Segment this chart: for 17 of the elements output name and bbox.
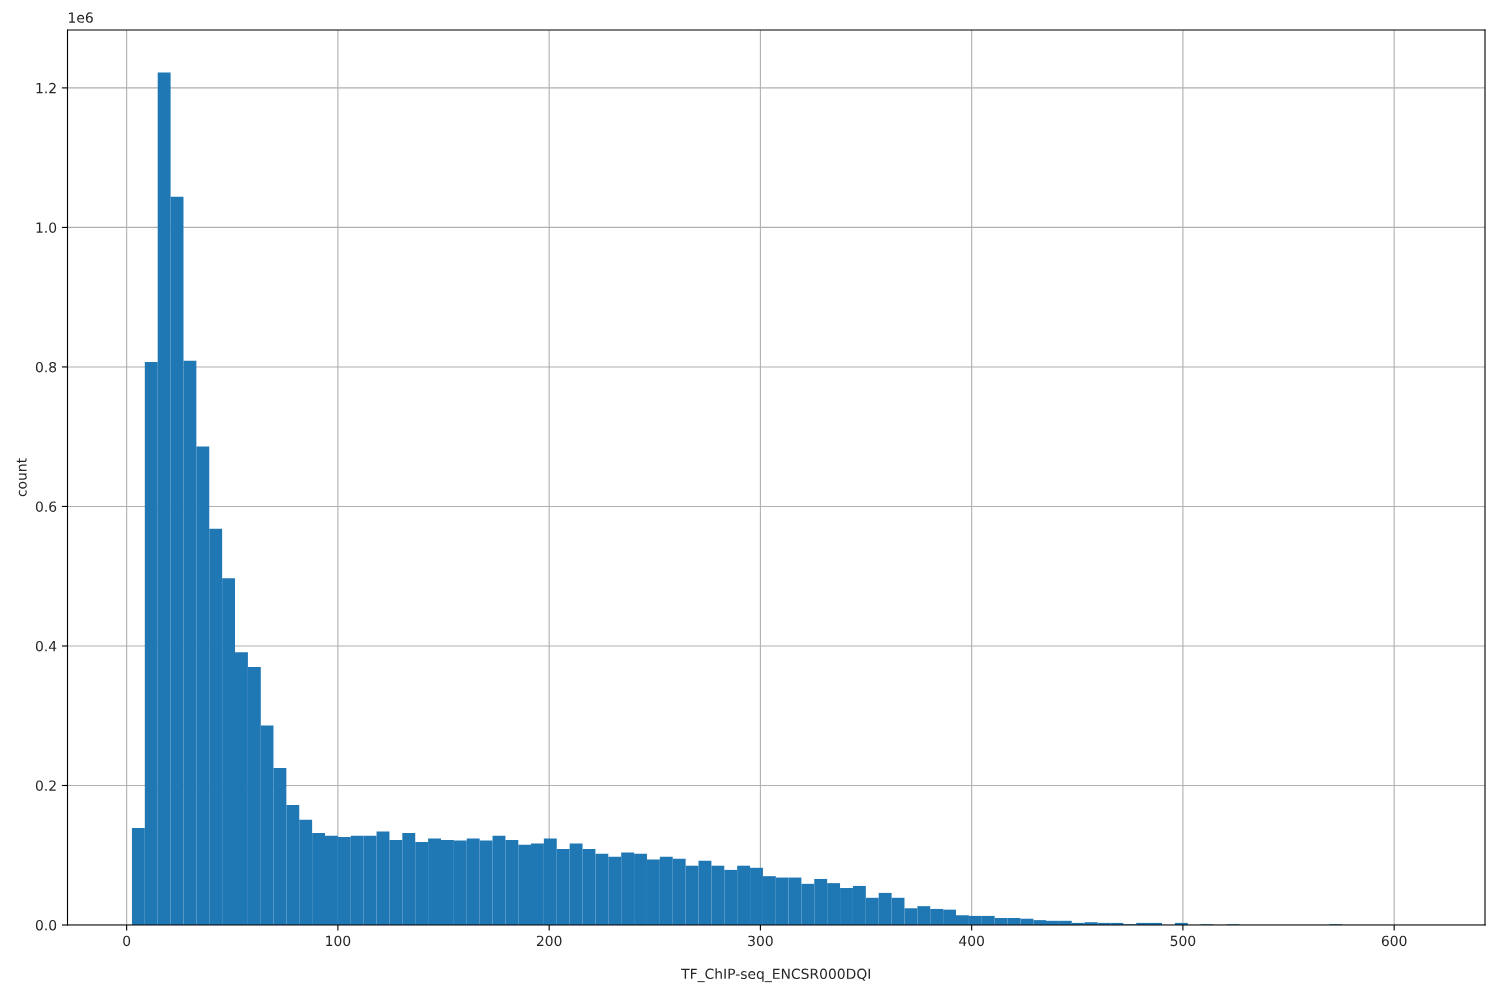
x-tick-label: 300 <box>748 935 773 947</box>
y-tick-label: 0.0 <box>35 919 57 931</box>
text: 1e6 <box>69 12 93 23</box>
y-tick-label: 0.8 <box>35 361 57 373</box>
x-axis-title: TF_ChIP-seq_ENCSR000DQI <box>681 968 870 983</box>
x-tick-label: 200 <box>536 935 562 947</box>
x-tick-label: 600 <box>1381 935 1407 947</box>
x-tick-label: 0 <box>123 935 131 947</box>
x-tick-label: 500 <box>1170 935 1196 947</box>
x-tick-label: 100 <box>326 935 351 947</box>
y-tick-label: 0.6 <box>35 501 57 512</box>
y-tick-label: 0.2 <box>35 780 56 791</box>
y-tick-label: 0.4 <box>35 640 57 652</box>
y-tick-label: 1.0 <box>36 222 57 233</box>
x-tick-label: 400 <box>959 935 984 947</box>
y-tick-label: 1.2 <box>36 82 56 94</box>
y-axis-title: count <box>16 458 27 497</box>
